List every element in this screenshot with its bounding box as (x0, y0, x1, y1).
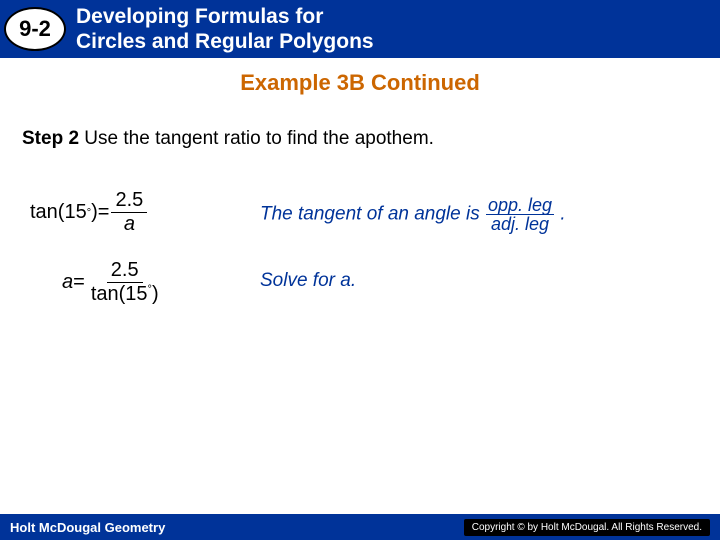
exp1-fraction: opp. legadj. leg (486, 196, 554, 233)
equation-2: a = 2.5 tan(15°) (62, 260, 165, 305)
footer-copyright: Copyright © by Holt McDougal. All Rights… (464, 519, 710, 536)
eq1-numerator: 2.5 (111, 190, 147, 213)
step-text: Use the tangent ratio to find the apothe… (79, 128, 434, 149)
exp1-frac-top: opp. leg (486, 196, 554, 215)
example-title: Example 3B Continued (0, 70, 720, 96)
section-badge: 9-2 (4, 7, 66, 51)
explanation-1: The tangent of an angle is opp. legadj. … (260, 196, 566, 233)
eq2-denominator: tan(15°) (87, 283, 163, 305)
eq2-lhs: a (62, 271, 73, 294)
content-area: tan(15°) = 2.5 a a = 2.5 tan(15°) The ta… (0, 180, 720, 460)
eq2-den-fn: tan(15 (91, 283, 148, 305)
footer-left-text: Holt McDougal Geometry (10, 520, 165, 535)
step-label: Step 2 (22, 128, 79, 149)
header-title: Developing Formulas for Circles and Regu… (76, 4, 374, 54)
eq1-equals: = (98, 201, 110, 224)
explanation-2: Solve for a. (260, 270, 356, 292)
eq2-den-close: ) (152, 283, 159, 305)
eq1-fraction: 2.5 a (111, 190, 147, 235)
header-title-line2: Circles and Regular Polygons (76, 29, 374, 54)
exp1-post: . (555, 204, 566, 225)
eq1-fn: tan(15 (30, 201, 87, 224)
equation-1: tan(15°) = 2.5 a (30, 190, 149, 235)
header-title-line1: Developing Formulas for (76, 4, 374, 29)
eq1-denominator: a (120, 213, 139, 235)
eq1-close: ) (91, 201, 98, 224)
step-line: Step 2 Use the tangent ratio to find the… (22, 128, 720, 150)
eq2-numerator: 2.5 (107, 260, 143, 283)
header-bar: 9-2 Developing Formulas for Circles and … (0, 0, 720, 58)
exp1-frac-bot: adj. leg (489, 215, 551, 233)
exp1-pre: The tangent of an angle is (260, 204, 485, 225)
footer-bar: Holt McDougal Geometry Copyright © by Ho… (0, 514, 720, 540)
eq2-fraction: 2.5 tan(15°) (87, 260, 163, 305)
eq2-equals: = (73, 271, 85, 294)
